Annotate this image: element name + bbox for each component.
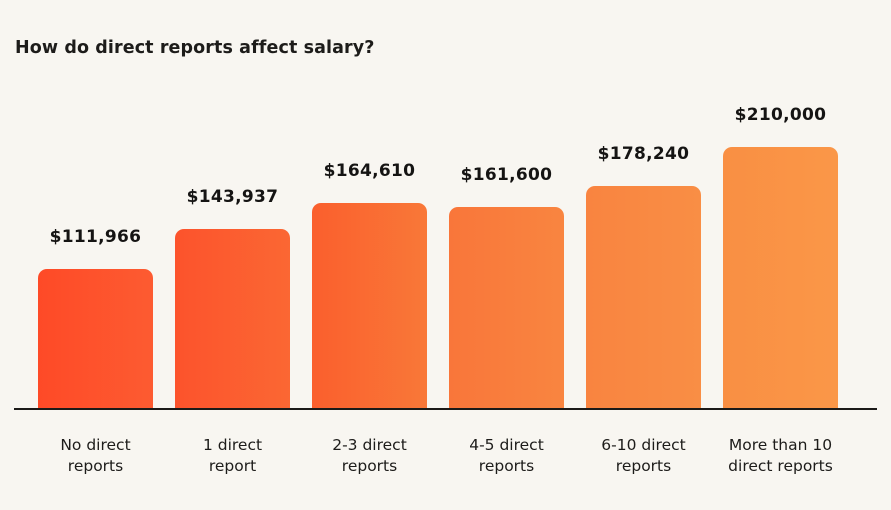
bar-group: $111,966	[38, 227, 153, 408]
x-axis-line	[14, 408, 877, 410]
x-axis-tick-line: 2-3 direct	[332, 436, 407, 454]
bar	[312, 203, 427, 408]
x-axis-tick-label: 1 direct report	[175, 435, 290, 477]
bar	[175, 229, 290, 408]
x-axis-tick-label: 6-10 direct reports	[586, 435, 701, 477]
chart-title: How do direct reports affect salary?	[15, 38, 375, 58]
bar-value-label: $164,610	[323, 161, 416, 181]
x-axis-tick-line: reports	[67, 457, 124, 475]
x-axis-labels: No direct reports 1 direct report 2-3 dire…	[38, 435, 838, 477]
x-axis-tick-line: reports	[341, 457, 398, 475]
bar	[586, 186, 701, 408]
x-axis-tick-line: direct reports	[728, 457, 833, 475]
bar-value-label: $111,966	[49, 227, 142, 247]
x-axis-tick-line: report	[208, 457, 257, 475]
x-axis-tick-line: reports	[615, 457, 672, 475]
x-axis-tick-label: 4-5 direct reports	[449, 435, 564, 477]
bar-value-label: $161,600	[460, 165, 553, 185]
x-axis-tick-label: No direct reports	[38, 435, 153, 477]
bar-value-label: $143,937	[186, 187, 279, 207]
bar	[38, 269, 153, 408]
x-axis-tick-line: 1 direct	[202, 436, 263, 454]
x-axis-tick-line: More than 10	[728, 436, 833, 454]
bar-group: $178,240	[586, 144, 701, 408]
bar	[449, 207, 564, 408]
bar-group: $210,000	[723, 105, 838, 408]
bar-group: $161,600	[449, 165, 564, 408]
x-axis-tick-line: 6-10 direct	[601, 436, 686, 454]
bar	[723, 147, 838, 408]
bar-value-label: $178,240	[597, 144, 690, 164]
bars-row: $111,966 $143,937 $164,610 $161,600 $178…	[38, 105, 838, 408]
x-axis-tick-line: reports	[478, 457, 535, 475]
x-axis-tick-line: No direct	[60, 436, 131, 454]
bar-group: $143,937	[175, 187, 290, 408]
x-axis-tick-label: 2-3 direct reports	[312, 435, 427, 477]
x-axis-tick-line: 4-5 direct	[469, 436, 544, 454]
bar-value-label: $210,000	[734, 105, 827, 125]
bar-group: $164,610	[312, 161, 427, 408]
x-axis-tick-label: More than 10 direct reports	[723, 435, 838, 477]
